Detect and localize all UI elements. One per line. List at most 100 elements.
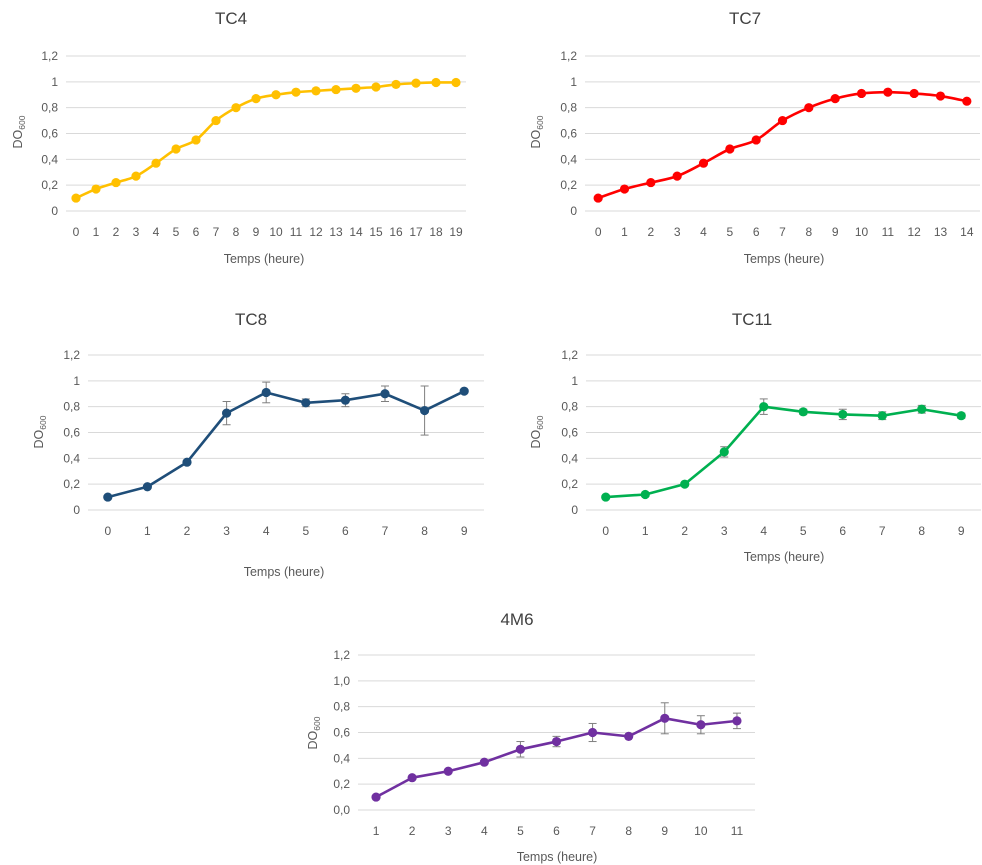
data-point xyxy=(587,727,598,738)
x-tick-label: 7 xyxy=(213,225,220,239)
x-tick-label: 4 xyxy=(760,524,767,538)
y-axis-label-main: DO xyxy=(529,129,543,148)
x-tick-label: 7 xyxy=(589,824,596,838)
x-tick-label: 3 xyxy=(133,225,140,239)
data-point xyxy=(798,407,808,417)
data-point xyxy=(672,171,682,181)
x-tick-label: 17 xyxy=(409,225,423,239)
data-point xyxy=(103,492,113,502)
x-tick-label: 1 xyxy=(93,225,100,239)
y-tick-label: 0,4 xyxy=(333,751,350,765)
data-point xyxy=(211,115,221,126)
data-point xyxy=(251,94,261,104)
data-point xyxy=(380,389,390,399)
data-point xyxy=(371,792,381,802)
y-axis-label-main: DO xyxy=(306,730,320,749)
y-tick-label: 1 xyxy=(73,374,80,388)
x-axis-label: Temps (heure) xyxy=(224,252,305,266)
x-tick-label: 12 xyxy=(309,225,323,239)
chart-4m6: 4M6 DO600 Temps (heure) 0,0 0,2 0,4 0,6 0,8 1… xyxy=(295,600,765,865)
x-tick-label: 9 xyxy=(832,225,839,239)
data-point xyxy=(142,482,152,492)
x-tick-label: 3 xyxy=(674,225,681,239)
y-tick-label: 0,2 xyxy=(561,477,578,491)
data-point xyxy=(838,409,848,420)
data-point xyxy=(391,79,401,90)
x-tick-label: 11 xyxy=(290,225,303,239)
y-tick-label: 0 xyxy=(51,204,58,218)
data-point xyxy=(624,731,634,741)
y-tick-label: 0,2 xyxy=(560,178,577,192)
x-tick-label: 9 xyxy=(661,824,668,838)
series-line xyxy=(604,405,963,499)
data-point xyxy=(182,457,192,467)
x-axis-label: Temps (heure) xyxy=(744,550,825,564)
x-tick-label: 14 xyxy=(960,225,974,239)
data-point xyxy=(551,736,562,747)
data-point xyxy=(935,91,946,101)
x-axis-label: Temps (heure) xyxy=(744,252,825,266)
x-axis-label: Temps (heure) xyxy=(244,565,325,579)
x-tick-label: 0 xyxy=(73,225,80,239)
svg-text:DO600: DO600 xyxy=(306,716,322,749)
data-point xyxy=(856,88,867,99)
chart-tc11-svg: TC11 DO600 Temps (heure) 0 0,2 0,4 0,6 0,8 1 1… xyxy=(529,310,981,564)
data-point xyxy=(407,773,417,783)
y-axis-label: DO600 xyxy=(32,415,48,448)
series-line xyxy=(106,389,466,499)
data-point xyxy=(956,411,966,421)
y-axis-label-subscript: 600 xyxy=(17,115,27,129)
y-tick-label: 0 xyxy=(73,503,80,517)
data-point xyxy=(601,492,611,502)
data-point xyxy=(883,87,893,97)
data-point xyxy=(909,88,919,99)
data-point xyxy=(698,158,709,168)
y-tick-label: 0 xyxy=(570,204,577,218)
x-tick-label: 0 xyxy=(602,524,609,538)
data-point xyxy=(371,82,381,92)
y-tick-label: 1,2 xyxy=(560,49,577,63)
series-line xyxy=(374,716,739,799)
x-tick-label: 0 xyxy=(104,524,111,538)
x-tick-label: 7 xyxy=(879,524,886,538)
x-tick-label: 9 xyxy=(958,524,965,538)
y-tick-label: 1 xyxy=(570,75,577,89)
x-tick-label: 3 xyxy=(721,524,728,538)
y-tick-label: 1,0 xyxy=(333,674,350,688)
x-axis-label: Temps (heure) xyxy=(517,850,598,864)
y-tick-label: 0,2 xyxy=(41,178,58,192)
x-tick-label: 10 xyxy=(855,225,869,239)
data-point xyxy=(646,177,656,188)
data-point xyxy=(443,766,453,776)
y-tick-label: 0,6 xyxy=(560,127,577,141)
data-point xyxy=(222,408,232,418)
x-tick-label: 10 xyxy=(269,225,283,239)
x-tick-label: 6 xyxy=(193,225,200,239)
y-axis-label: DO600 xyxy=(529,115,545,148)
y-axis-label: DO600 xyxy=(11,115,27,148)
x-tick-label: 4 xyxy=(700,225,707,239)
chart-tc4-svg: TC4 DO600 Temps (heure) 0 0,2 0,4 0,6 0,8 1 1,… xyxy=(11,9,466,266)
data-point xyxy=(291,87,301,97)
data-point xyxy=(301,398,311,408)
y-axis-label-main: DO xyxy=(529,429,543,448)
x-tick-label: 14 xyxy=(349,225,363,239)
x-tick-label: 5 xyxy=(302,524,309,538)
x-tick-label: 1 xyxy=(144,524,151,538)
y-tick-label: 0,0 xyxy=(333,803,350,817)
svg-text:DO600: DO600 xyxy=(11,115,27,148)
x-tick-label: 4 xyxy=(481,824,488,838)
y-tick-label: 0,4 xyxy=(41,152,58,166)
y-tick-label: 0,4 xyxy=(561,451,578,465)
y-axis-label-subscript: 600 xyxy=(535,415,545,429)
y-tick-label: 0,6 xyxy=(41,127,58,141)
data-point xyxy=(151,158,161,168)
data-point xyxy=(451,77,461,88)
data-point xyxy=(340,395,350,405)
x-tick-label: 13 xyxy=(329,225,343,239)
data-point xyxy=(231,103,241,113)
data-point xyxy=(515,744,526,754)
svg-text:DO600: DO600 xyxy=(529,415,545,448)
y-axis-label-main: DO xyxy=(32,429,46,448)
x-tick-label: 4 xyxy=(153,225,160,239)
